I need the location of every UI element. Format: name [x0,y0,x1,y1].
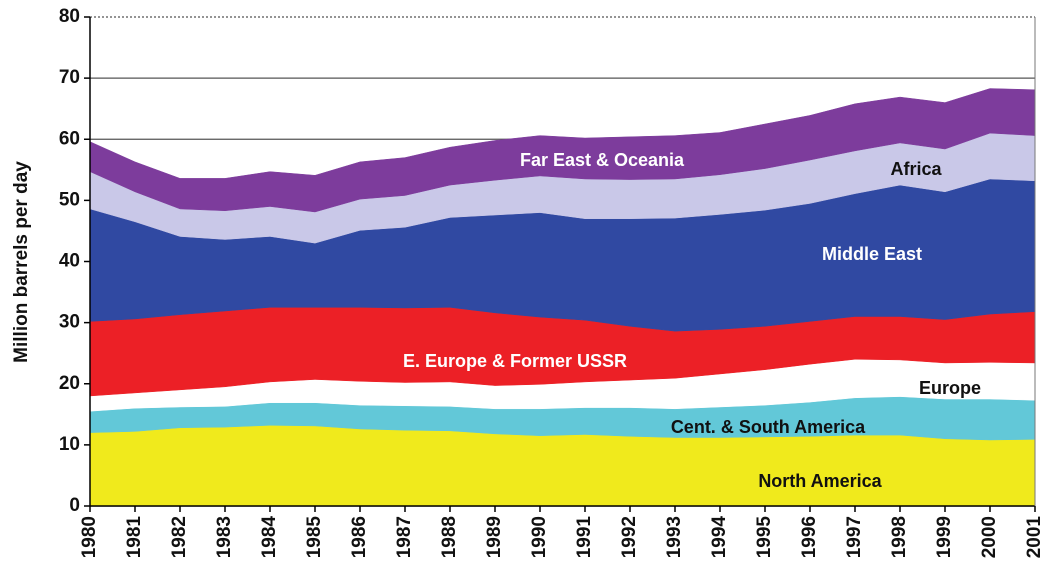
y-axis-label: Million barrels per day [11,161,32,363]
x-tick-label: 1987 [394,516,415,558]
series-label: North America [758,471,882,491]
x-tick-label: 1994 [709,516,730,559]
series-label: Middle East [822,244,922,264]
x-tick-label: 2000 [979,516,1000,558]
y-tick-label: 60 [59,128,80,149]
x-tick-label: 1990 [529,516,550,558]
x-tick-label: 1995 [754,516,775,559]
series-label: E. Europe & Former USSR [403,351,627,371]
x-tick-label: 1989 [484,516,505,558]
x-tick-label: 1983 [214,516,235,558]
x-tick-label: 1984 [259,516,280,559]
x-tick-label: 1997 [844,516,865,558]
x-tick-label: 2001 [1024,516,1045,559]
y-tick-label: 70 [59,67,80,88]
x-tick-label: 1981 [124,516,145,559]
x-tick-label: 1982 [169,516,190,558]
x-tick-label: 1992 [619,516,640,558]
x-tick-label: 1988 [439,516,460,558]
series-label: Europe [919,378,981,398]
y-tick-label: 0 [69,495,80,516]
y-tick-label: 20 [59,373,80,394]
series-label: Far East & Oceania [520,150,685,170]
y-tick-label: 40 [59,251,80,272]
x-tick-label: 1993 [664,516,685,558]
series-label: Africa [890,159,942,179]
x-tick-label: 1985 [304,516,325,559]
y-tick-label: 50 [59,189,80,210]
area [89,425,1036,507]
x-tick-label: 1980 [79,516,100,558]
x-tick-label: 1996 [799,516,820,558]
y-tick-label: 80 [59,6,80,27]
x-tick-label: 1999 [934,516,955,558]
y-tick-label: 30 [59,312,80,333]
y-tick-label: 10 [59,434,80,455]
x-tick-label: 1986 [349,516,370,558]
x-tick-label: 1998 [889,516,910,558]
series-label: Cent. & South America [671,417,866,437]
x-tick-label: 1991 [574,516,595,559]
